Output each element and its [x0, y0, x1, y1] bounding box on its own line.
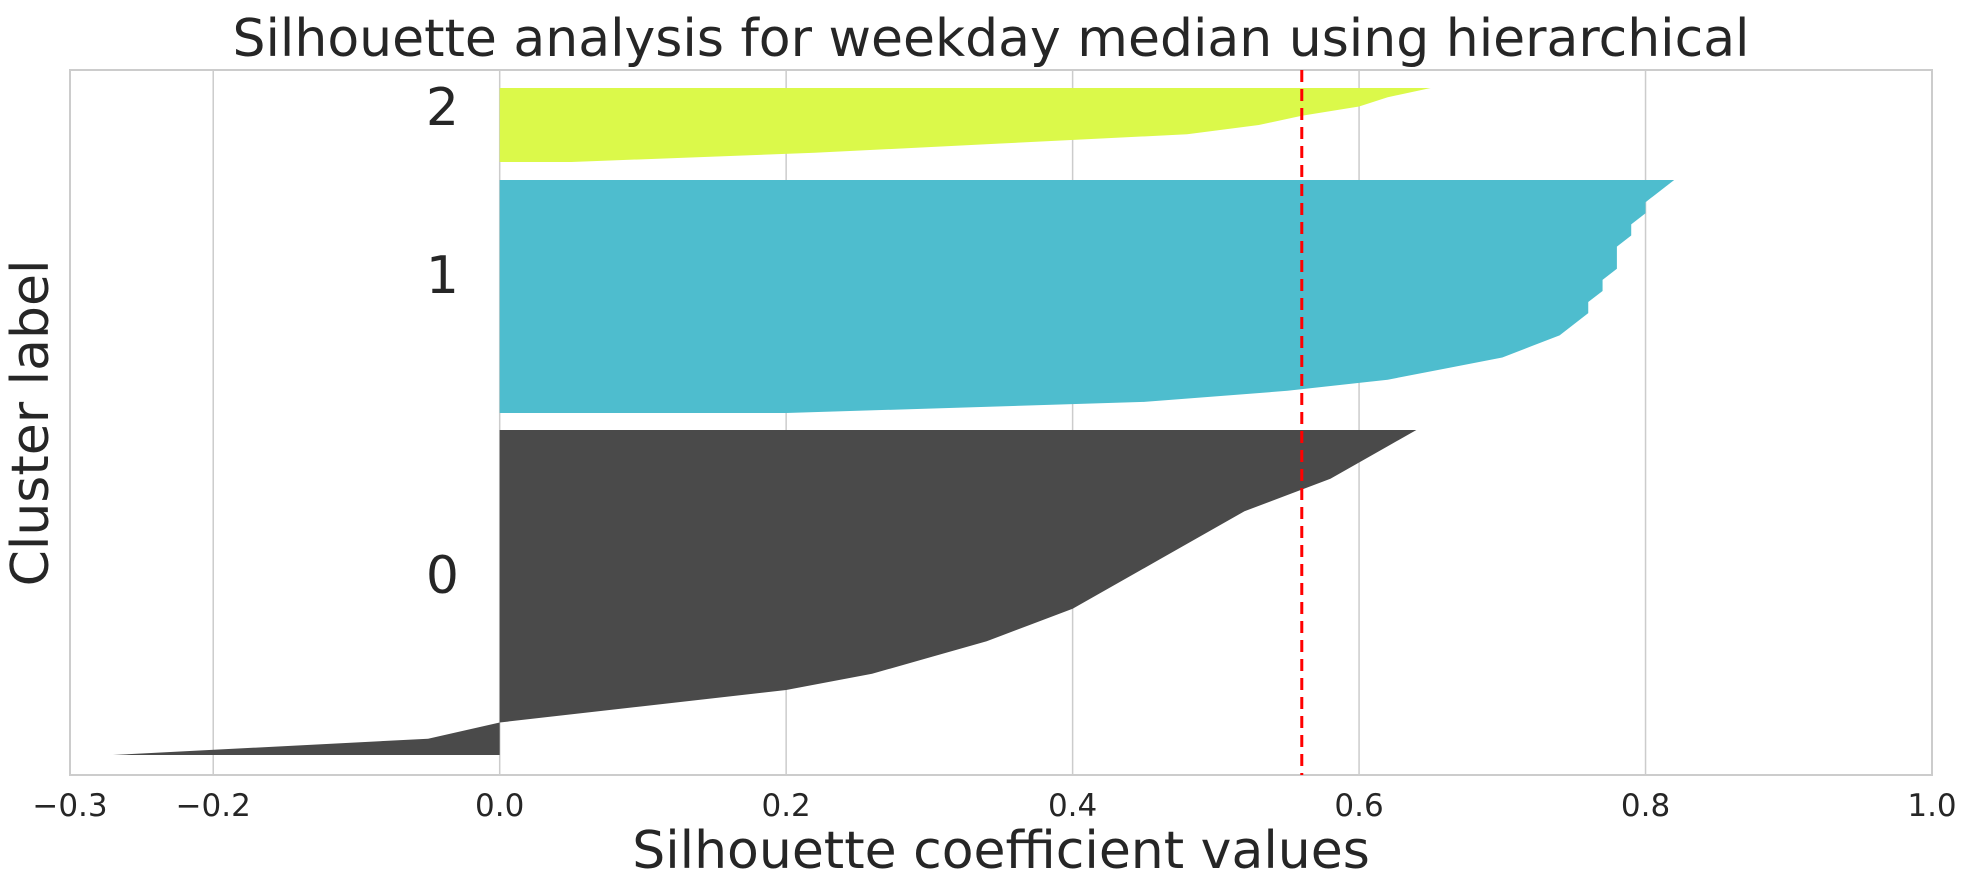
x-tick-label: 0.8: [1621, 788, 1670, 824]
cluster-0-label: 0: [426, 546, 459, 606]
x-tick-label: 1.0: [1907, 788, 1956, 824]
cluster-2-silhouette: [499, 88, 1431, 162]
cluster-1-silhouette: [499, 180, 1675, 413]
cluster-0-silhouette: [112, 430, 1417, 755]
silhouette-bars: 0 1 2: [112, 78, 1675, 755]
x-tick-label: 0.6: [1334, 788, 1383, 824]
plot-area: [69, 69, 1933, 776]
x-tick-label: 0.2: [761, 788, 810, 824]
x-tick-label: 0.0: [475, 788, 524, 824]
x-tick-label: −0.3: [32, 788, 107, 824]
y-axis-title: Cluster label: [1, 260, 61, 587]
x-tick-label: 0.4: [1048, 788, 1097, 824]
x-tick-label: −0.2: [176, 788, 251, 824]
chart-title: Silhouette analysis for weekday median u…: [232, 9, 1749, 69]
cluster-1-label: 1: [426, 246, 459, 306]
x-axis-title: Silhouette coefficient values: [632, 821, 1370, 881]
x-axis-ticks: −0.3 −0.2 0.0 0.2 0.4 0.6 0.8 1.0: [32, 788, 1956, 824]
cluster-2-label: 2: [426, 78, 459, 138]
